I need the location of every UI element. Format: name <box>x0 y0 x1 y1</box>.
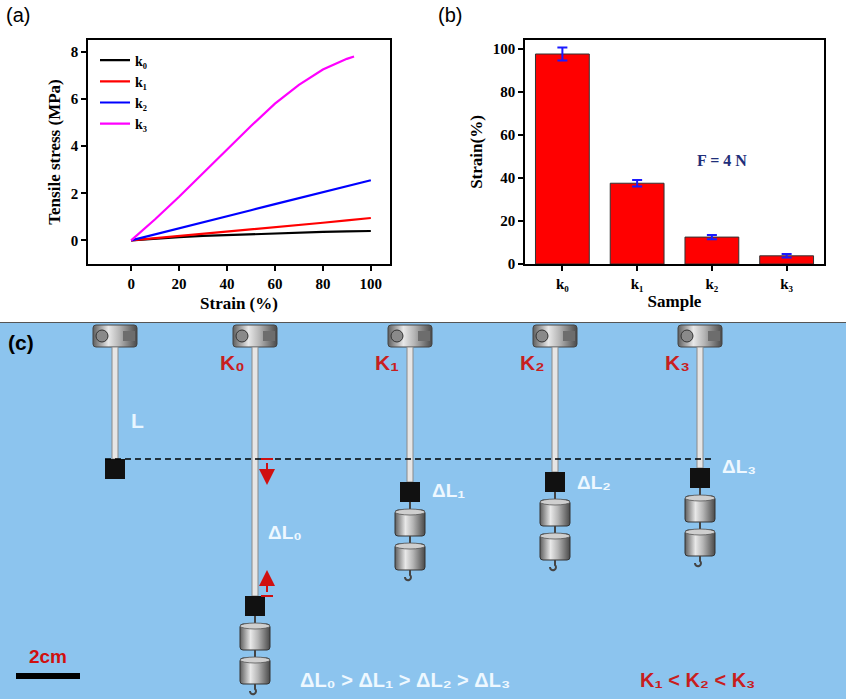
svg-text:60: 60 <box>267 276 282 292</box>
svg-text:20: 20 <box>172 276 187 292</box>
svg-text:K₁ < K₂ < K₃: K₁ < K₂ < K₃ <box>640 669 755 691</box>
svg-text:k₃: k₃ <box>135 117 147 132</box>
svg-text:6: 6 <box>71 91 79 107</box>
svg-text:80: 80 <box>500 84 515 100</box>
svg-text:ΔL₂: ΔL₂ <box>577 472 611 493</box>
svg-text:k₂: k₂ <box>135 96 147 111</box>
svg-text:Tensile stress (MPa): Tensile stress (MPa) <box>45 79 64 224</box>
svg-text:0: 0 <box>127 276 135 292</box>
svg-text:k₃: k₃ <box>780 276 793 292</box>
svg-text:K₀: K₀ <box>220 351 245 374</box>
svg-text:ΔL₃: ΔL₃ <box>722 456 756 477</box>
svg-text:k₂: k₂ <box>705 276 718 292</box>
svg-text:(a): (a) <box>6 4 30 26</box>
svg-text:K₁: K₁ <box>375 351 399 374</box>
svg-text:60: 60 <box>500 127 515 143</box>
svg-text:k₁: k₁ <box>135 75 147 90</box>
svg-text:20: 20 <box>500 213 515 229</box>
svg-text:40: 40 <box>220 276 235 292</box>
svg-text:Strain (%): Strain (%) <box>200 294 278 313</box>
svg-text:Sample: Sample <box>648 292 702 311</box>
svg-text:ΔL₀: ΔL₀ <box>268 522 302 543</box>
svg-text:Strain(%): Strain(%) <box>467 115 486 189</box>
svg-text:8: 8 <box>71 44 79 60</box>
svg-text:4: 4 <box>71 138 79 154</box>
svg-text:(c): (c) <box>8 331 34 354</box>
svg-text:k₀: k₀ <box>135 54 147 69</box>
svg-text:ΔL₀ > ΔL₁ > ΔL₂ > ΔL₃: ΔL₀ > ΔL₁ > ΔL₂ > ΔL₃ <box>300 669 510 691</box>
svg-text:L: L <box>131 409 144 432</box>
svg-text:(b): (b) <box>438 4 462 26</box>
svg-text:k₁: k₁ <box>631 276 644 292</box>
svg-text:2: 2 <box>71 186 79 202</box>
svg-text:0: 0 <box>508 256 516 272</box>
svg-text:2cm: 2cm <box>29 646 67 667</box>
svg-text:0: 0 <box>71 233 79 249</box>
svg-text:K₂: K₂ <box>520 351 545 374</box>
svg-text:40: 40 <box>500 170 515 186</box>
svg-text:K₃: K₃ <box>665 351 690 374</box>
svg-text:ΔL₁: ΔL₁ <box>432 480 465 501</box>
svg-text:80: 80 <box>315 276 330 292</box>
svg-text:F = 4 N: F = 4 N <box>697 152 747 169</box>
svg-text:k₀: k₀ <box>556 276 569 292</box>
svg-text:100: 100 <box>493 41 516 57</box>
svg-text:100: 100 <box>360 276 383 292</box>
